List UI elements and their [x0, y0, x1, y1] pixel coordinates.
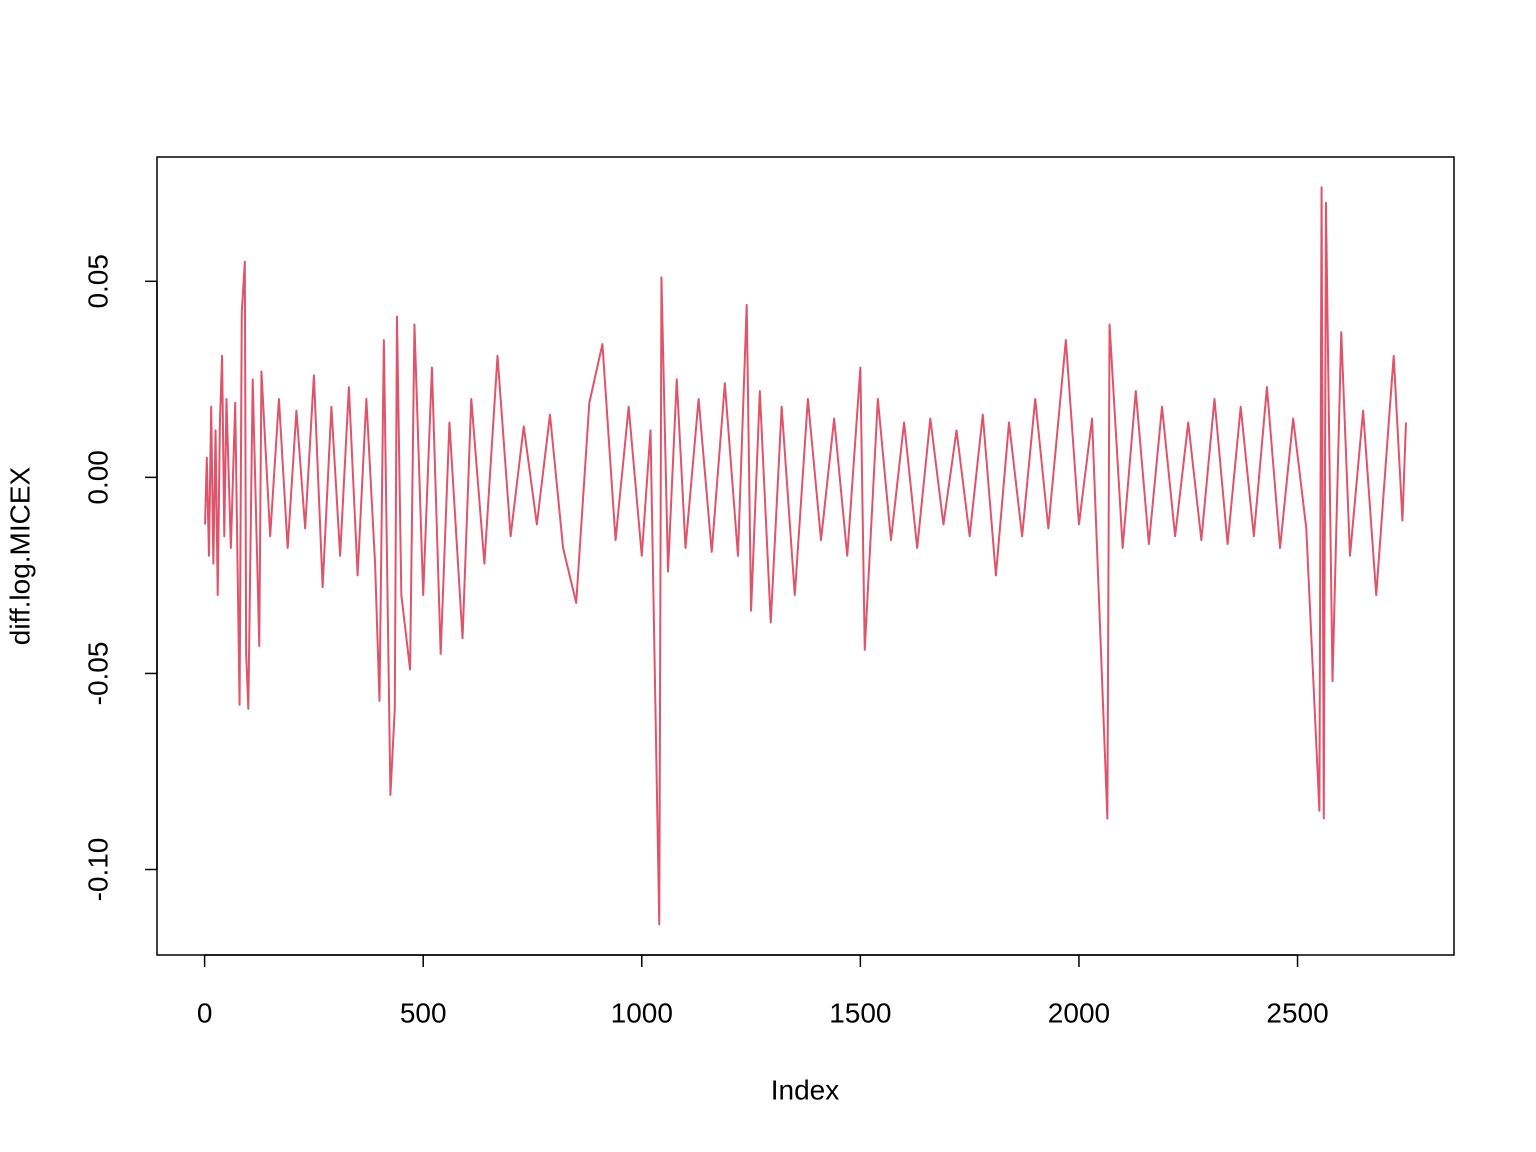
data-line: [204, 186, 1407, 926]
x-tick-label: 2500: [1266, 997, 1328, 1028]
x-axis-title: Index: [771, 1074, 840, 1105]
x-tick-label: 2000: [1048, 997, 1110, 1028]
x-tick-label: 500: [400, 997, 447, 1028]
y-tick-label: 0.05: [82, 254, 113, 309]
y-axis-title: diff.log.MICEX: [4, 466, 35, 645]
x-tick-label: 1500: [829, 997, 891, 1028]
y-tick-label: 0.00: [82, 450, 113, 505]
y-tick-label: -0.05: [82, 642, 113, 706]
plot-box: [156, 156, 1455, 956]
y-tick-label: -0.10: [82, 838, 113, 902]
x-tick-label: 1000: [611, 997, 673, 1028]
x-tick-label: 0: [197, 997, 213, 1028]
